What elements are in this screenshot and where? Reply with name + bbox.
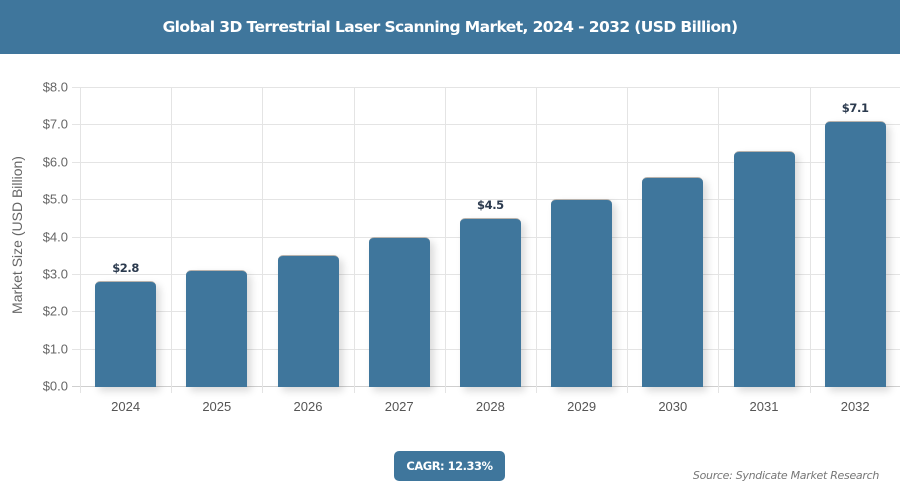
data-label: $4.5	[477, 197, 504, 212]
gridline-vertical	[171, 87, 173, 393]
x-tick-label: 2030	[658, 399, 688, 414]
gridline-vertical	[718, 87, 720, 393]
x-tick-label: 2031	[749, 399, 779, 414]
y-tick-label: $7.0	[42, 116, 68, 132]
gridline-vertical	[444, 87, 446, 393]
gridline-horizontal	[72, 161, 900, 163]
data-label: $2.8	[112, 261, 139, 276]
gridline-vertical	[809, 87, 811, 393]
cagr-badge: CAGR: 12.33%	[394, 451, 505, 481]
gridline-horizontal	[72, 124, 900, 126]
x-tick-label: 2025	[202, 399, 232, 414]
bar-2026[interactable]	[277, 255, 339, 387]
bar-2031[interactable]	[733, 150, 795, 387]
y-tick-label: $0.0	[42, 378, 68, 394]
gridline-horizontal	[72, 87, 900, 88]
chart-header: Global 3D Terrestrial Laser Scanning Mar…	[0, 0, 900, 54]
y-tick-label: $3.0	[42, 266, 68, 282]
bar-2032[interactable]	[824, 120, 886, 387]
data-label: $7.1	[841, 100, 869, 115]
bar-2030[interactable]	[642, 176, 704, 387]
gridline-horizontal	[72, 199, 900, 201]
bar-2024[interactable]	[95, 281, 157, 387]
x-tick-label: 2024	[111, 399, 141, 414]
bar-2027[interactable]	[368, 236, 430, 387]
bar-2029[interactable]	[551, 199, 613, 387]
y-tick-label: $1.0	[42, 341, 68, 357]
y-axis-label: Market Size (USD Billion)	[9, 156, 25, 314]
y-tick-label: $2.0	[42, 303, 68, 319]
y-tick-label: $6.0	[42, 154, 68, 170]
source-note: Source: Syndicate Market Research	[692, 469, 879, 482]
bar-2025[interactable]	[186, 270, 248, 387]
gridline-vertical	[536, 87, 537, 393]
x-tick-label: 2032	[840, 399, 870, 414]
x-tick-label: 2028	[475, 399, 505, 414]
gridline-vertical	[80, 87, 81, 393]
x-tick-label: 2027	[384, 399, 414, 414]
gridline-vertical	[262, 87, 264, 393]
gridline-vertical	[353, 87, 355, 393]
bar-2028[interactable]	[459, 217, 521, 387]
y-tick-label: $8.0	[42, 79, 68, 95]
x-tick-label: 2029	[567, 399, 597, 414]
x-tick-label: 2026	[293, 399, 323, 414]
y-tick-label: $4.0	[42, 229, 68, 244]
gridline-vertical	[627, 87, 629, 393]
y-tick-label: $5.0	[42, 191, 68, 207]
chart-title: Global 3D Terrestrial Laser Scanning Mar…	[162, 18, 738, 36]
